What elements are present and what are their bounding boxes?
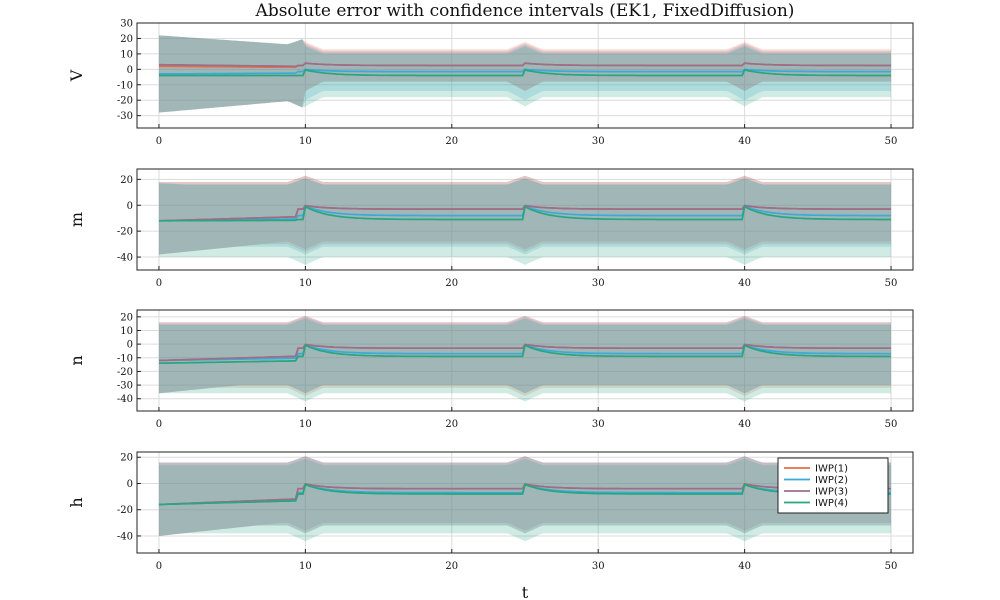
x-tick-label: 0 [156,419,162,430]
band-IWP(1) [158,175,892,255]
band-IWP(2) [158,317,892,394]
x-tick-label: 40 [738,278,751,289]
x-tick-label: 10 [299,419,312,430]
x-tick-label: 20 [445,561,458,572]
band-IWP(2) [158,35,892,113]
band-IWP(3) [158,175,892,255]
band-IWP(1) [158,456,892,536]
y-axis-label: h [67,497,86,507]
x-tick-label: 50 [885,419,898,430]
y-tick-label: 20 [120,175,133,186]
y-tick-label: 10 [120,326,133,337]
plot-border [136,309,914,412]
series-line-IWP(3) [158,204,891,222]
series-line-IWP(4) [159,68,891,77]
band-IWP(4) [158,458,892,542]
band-IWP(4) [158,318,892,402]
band-IWP(3) [158,456,892,536]
y-tick-label: -20 [117,96,133,107]
x-tick-label: 30 [592,136,605,147]
y-tick-label: -10 [117,80,133,91]
y-tick-label: 20 [120,34,133,45]
y-tick-label: 0 [127,340,133,351]
plot-border [136,168,914,271]
legend-label: IWP(3) [815,487,848,498]
x-tick-label: 20 [445,136,458,147]
series-line-IWP(3) [159,62,891,68]
x-axis-label: t [522,583,529,600]
y-tick-label: 20 [120,453,133,464]
y-tick-label: 0 [127,479,133,490]
plot-border [136,22,914,129]
y-axis-label: n [67,355,86,365]
y-tick-label: 0 [127,201,133,212]
band-IWP(3) [158,35,892,113]
series-line-IWP(4) [159,205,891,222]
y-tick-label: -40 [117,253,133,264]
x-tick-label: 10 [299,561,312,572]
series-line-IWP(4) [159,344,891,365]
legend-label: IWP(4) [815,498,848,509]
x-tick-label: 20 [445,278,458,289]
band-IWP(4) [158,178,892,265]
x-tick-label: 50 [885,561,898,572]
x-tick-label: 10 [299,278,312,289]
y-tick-label: -30 [117,111,133,122]
plot-frame [136,309,914,412]
y-axis-label: m [67,212,86,227]
y-tick-label: -30 [117,381,133,392]
x-tick-label: 10 [299,136,312,147]
band-IWP(4) [158,35,892,113]
x-tick-label: 20 [445,419,458,430]
y-tick-label: -10 [117,353,133,364]
legend: IWP(1)IWP(2)IWP(3)IWP(4) [777,457,889,514]
y-tick-label: 20 [120,312,133,323]
x-tick-label: 0 [156,136,162,147]
y-axis-label: V [67,69,86,82]
y-tick-label: 0 [127,65,133,76]
x-tick-label: 50 [885,278,898,289]
y-tick-label: -40 [117,394,133,405]
x-tick-label: 0 [156,278,162,289]
band-IWP(2) [158,178,892,255]
plot-border [136,451,914,554]
panel-n: 0 10 20 30 40 50 -40 -30 -20 -10 0 10 20 n [67,309,914,430]
legend-label: IWP(1) [815,464,848,475]
x-tick-label: 40 [738,136,751,147]
x-tick-label: 40 [738,419,751,430]
x-tick-label: 30 [592,419,605,430]
panel-m: 0 10 20 30 40 50 -40 -20 0 20 m [67,168,914,289]
band-IWP(2) [158,456,892,536]
band-IWP(1) [158,315,892,396]
x-tick-label: 30 [592,278,605,289]
series-line-IWP(4) [158,483,891,506]
chart-title: Absolute error with confidence intervals… [255,1,795,21]
band-IWP(3) [158,315,892,394]
band-IWP(1) [158,35,892,113]
x-tick-label: 30 [592,561,605,572]
legend-label: IWP(2) [815,475,848,486]
y-tick-label: -40 [117,531,133,542]
y-tick-label: 30 [120,19,133,30]
y-tick-label: -20 [117,227,133,238]
x-tick-label: 50 [885,136,898,147]
y-tick-label: -20 [117,367,133,378]
panel-V: 0 10 20 30 40 50 -30 -20 -10 0 10 20 30 V [67,19,914,147]
x-tick-label: 40 [738,561,751,572]
y-tick-label: 10 [120,49,133,60]
x-tick-label: 0 [156,561,162,572]
y-tick-label: -20 [117,505,133,516]
